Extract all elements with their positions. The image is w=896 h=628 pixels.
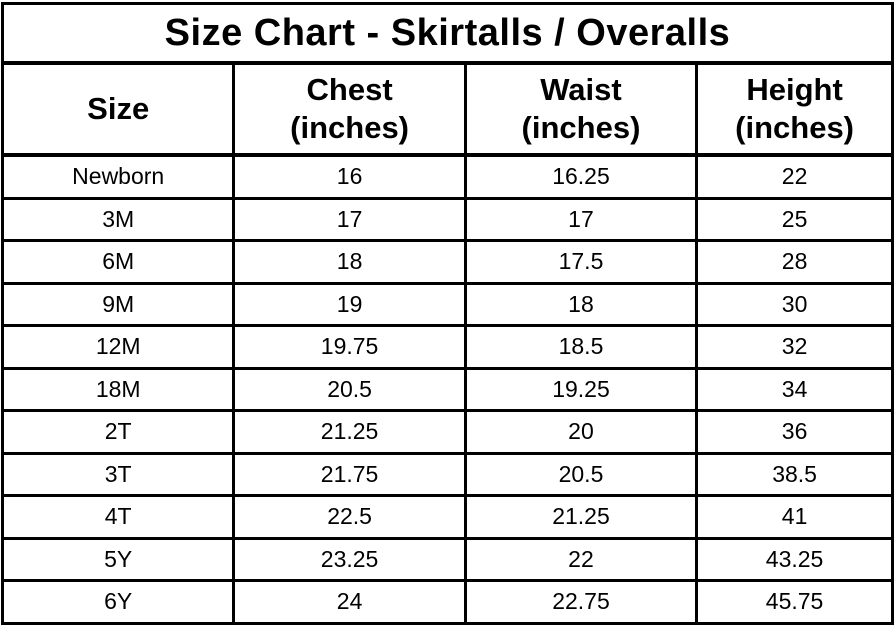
page-title: Size Chart - Skirtalls / Overalls [1,2,894,65]
column-header-label: Waist [540,72,622,107]
table-row: 18M 20.5 19.25 34 [0,366,894,412]
size-cell: 2T [0,409,236,455]
height-value-cell: 41 [695,494,894,540]
table-row: 2T 21.25 20 36 [0,409,894,455]
table-row: Newborn 16 16.25 22 [0,153,894,200]
chest-value-cell: 19.75 [232,324,467,370]
height-value-cell: 32 [695,324,894,370]
table-row: 3T 21.75 20.5 38.5 [0,451,894,497]
column-header-waist: Waist (inches) [463,61,699,157]
height-value-cell: 34 [695,366,894,412]
table-row: 5Y 23.25 22 43.25 [0,536,894,582]
waist-value-cell: 19.25 [463,366,699,412]
table-row: 6M 18 17.5 28 [0,239,894,285]
height-value-cell: 36 [695,409,894,455]
waist-value-cell: 22 [463,536,699,582]
column-header-label: Chest [306,72,393,107]
height-value-cell: 22 [695,153,894,200]
chest-value-cell: 17 [232,196,467,242]
size-cell: 6M [0,239,236,285]
table-row: 3M 17 17 25 [0,196,894,242]
table-row: 6Y 24 22.75 45.75 [0,579,894,625]
chest-value-cell: 23.25 [232,536,467,582]
height-value-cell: 43.25 [695,536,894,582]
column-header-unit: (inches) [735,110,855,145]
size-cell: Newborn [0,153,236,200]
chest-value-cell: 21.75 [232,451,467,497]
chest-value-cell: 21.25 [232,409,467,455]
size-cell: 6Y [0,579,236,625]
waist-value-cell: 18.5 [463,324,699,370]
waist-value-cell: 21.25 [463,494,699,540]
table-row: 12M 19.75 18.5 32 [0,324,894,370]
chest-value-cell: 24 [232,579,467,625]
size-cell: 3M [0,196,236,242]
height-value-cell: 38.5 [695,451,894,497]
chest-value-cell: 16 [232,153,467,200]
chest-value-cell: 20.5 [232,366,467,412]
height-value-cell: 45.75 [695,579,894,625]
size-cell: 3T [0,451,236,497]
chest-value-cell: 22.5 [232,494,467,540]
waist-value-cell: 20 [463,409,699,455]
height-value-cell: 25 [695,196,894,242]
column-header-row: Size Chest (inches) Waist (inches) Height (inc… [0,61,894,157]
height-value-cell: 30 [695,281,894,327]
size-cell: 12M [0,324,236,370]
waist-value-cell: 16.25 [463,153,699,200]
size-cell: 9M [0,281,236,327]
waist-value-cell: 17.5 [463,239,699,285]
column-header-label: Height [746,72,843,107]
chest-value-cell: 19 [232,281,467,327]
waist-value-cell: 22.75 [463,579,699,625]
waist-value-cell: 20.5 [463,451,699,497]
height-value-cell: 28 [695,239,894,285]
size-cell: 4T [0,494,236,540]
column-header-unit: (inches) [521,110,641,145]
chest-value-cell: 18 [232,239,467,285]
waist-value-cell: 17 [463,196,699,242]
title-row: Size Chart - Skirtalls / Overalls [1,2,894,65]
size-cell: 5Y [0,536,236,582]
column-header-size: Size [0,61,236,157]
table-row: 4T 22.5 21.25 41 [0,494,894,540]
column-header-chest: Chest (inches) [232,61,467,157]
waist-value-cell: 18 [463,281,699,327]
column-header-label: Size [87,91,150,126]
size-cell: 18M [0,366,236,412]
column-header-unit: (inches) [290,110,410,145]
table-row: 9M 19 18 30 [0,281,894,327]
column-header-height: Height (inches) [695,61,894,157]
